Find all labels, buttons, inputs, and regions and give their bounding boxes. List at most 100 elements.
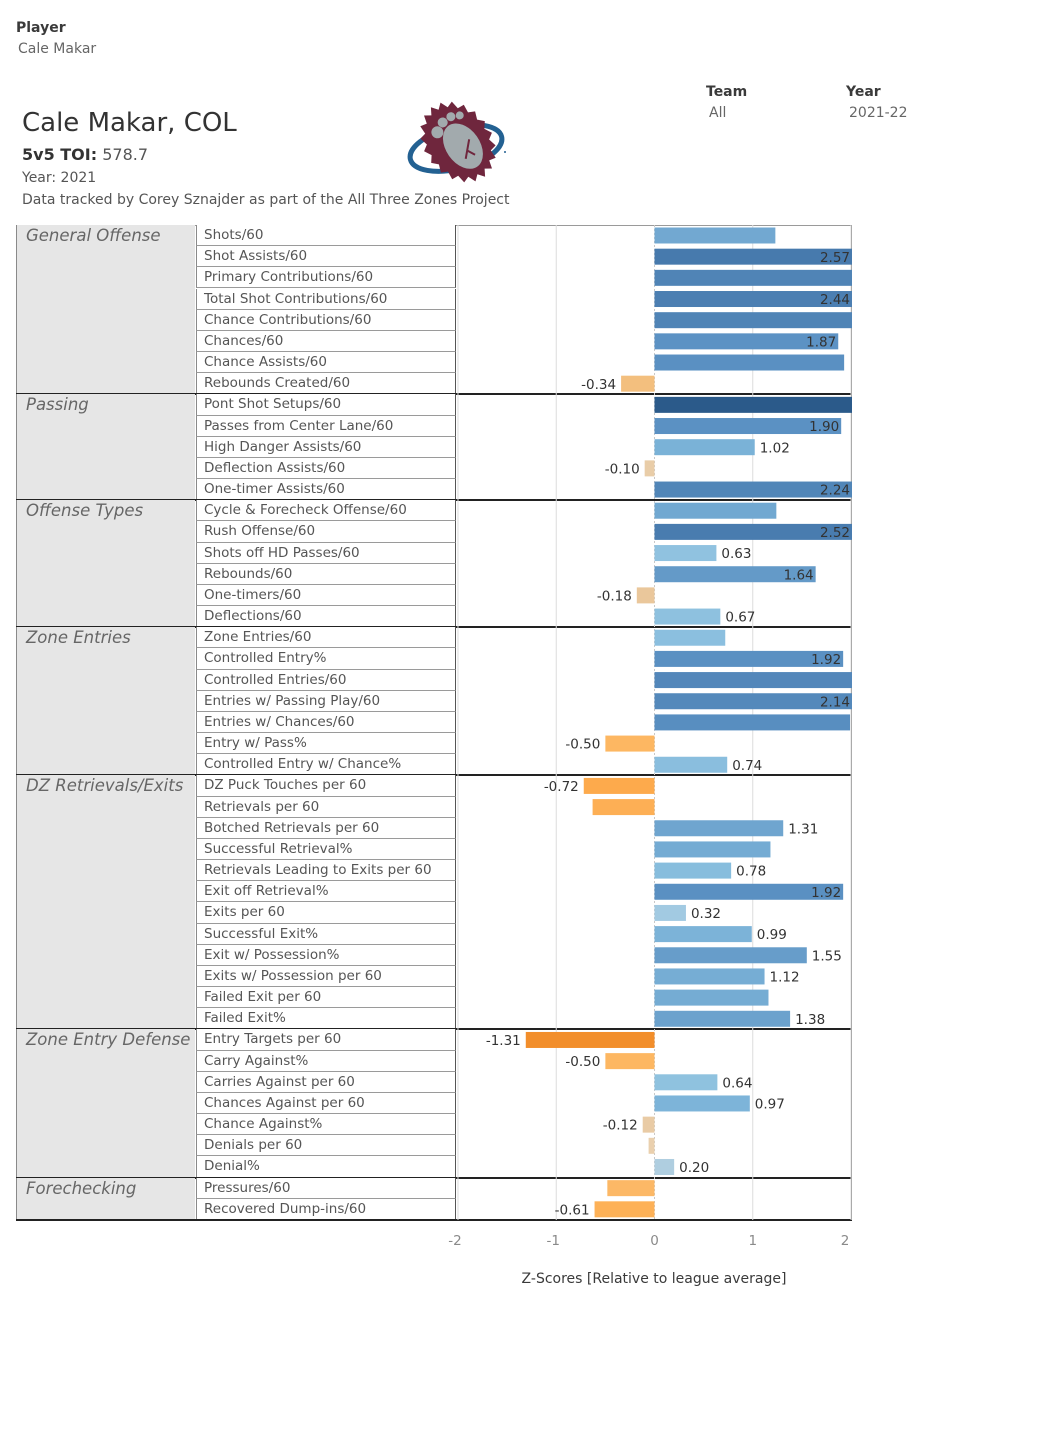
bar[interactable]: [654, 629, 726, 646]
table-row[interactable]: Pont Shot Setups/60: [196, 394, 456, 416]
bar[interactable]: [654, 439, 755, 456]
table-row[interactable]: Entries w/ Chances/60: [196, 711, 456, 734]
bar[interactable]: [654, 1158, 675, 1175]
metric-label: Successful Exit%: [204, 925, 319, 942]
table-row[interactable]: Retrievals per 60: [196, 796, 456, 818]
table-row[interactable]: Rebounds Created/60: [196, 373, 456, 395]
table-row[interactable]: Exits per 60: [196, 902, 456, 924]
bar[interactable]: [654, 693, 853, 710]
bar[interactable]: [654, 523, 853, 540]
table-row[interactable]: Chances Against per 60: [196, 1092, 456, 1115]
table-row[interactable]: Exit w/ Possession%: [196, 944, 456, 966]
table-row[interactable]: Deflection Assists/60: [196, 457, 456, 480]
table-row[interactable]: Cycle & Forecheck Offense/60: [196, 500, 456, 522]
bar[interactable]: [654, 291, 853, 308]
player-filter-value[interactable]: Cale Makar: [18, 41, 97, 57]
bar[interactable]: [654, 714, 851, 731]
table-row[interactable]: High Danger Assists/60: [196, 436, 456, 458]
bar[interactable]: [605, 735, 655, 752]
bar[interactable]: [583, 777, 655, 794]
table-row[interactable]: One-timer Assists/60: [196, 479, 456, 501]
bar[interactable]: [654, 820, 784, 837]
table-row[interactable]: Chance Against%: [196, 1114, 456, 1136]
data-label: -0.18: [597, 588, 632, 604]
bar[interactable]: [592, 799, 655, 816]
table-row[interactable]: Botched Retrievals per 60: [196, 817, 456, 839]
bar[interactable]: [644, 460, 655, 477]
bar[interactable]: [654, 418, 842, 435]
bar[interactable]: [654, 1095, 750, 1112]
bar[interactable]: [642, 1116, 655, 1133]
bar[interactable]: [654, 312, 853, 329]
table-row[interactable]: Entry Targets per 60: [196, 1029, 456, 1051]
table-row[interactable]: Exits w/ Possession per 60: [196, 965, 456, 988]
table-row[interactable]: Successful Retrieval%: [196, 838, 456, 861]
bar[interactable]: [654, 481, 853, 498]
table-row[interactable]: Shots/60: [196, 225, 456, 247]
bar[interactable]: [654, 756, 728, 773]
table-row[interactable]: Chances/60: [196, 330, 456, 352]
table-row[interactable]: Chance Contributions/60: [196, 309, 456, 331]
bar[interactable]: [654, 333, 839, 350]
table-row[interactable]: Zone Entries/60: [196, 627, 456, 649]
team-filter-value[interactable]: All: [709, 105, 727, 121]
bar[interactable]: [654, 650, 844, 667]
table-row[interactable]: Controlled Entry w/ Chance%: [196, 754, 456, 776]
bar[interactable]: [648, 1137, 655, 1154]
bar[interactable]: [654, 968, 765, 985]
bar[interactable]: [525, 1031, 655, 1048]
bar[interactable]: [654, 672, 853, 689]
table-row[interactable]: Chance Assists/60: [196, 352, 456, 374]
table-row[interactable]: Total Shot Contributions/60: [196, 288, 456, 310]
table-row[interactable]: Recovered Dump-ins/60: [196, 1198, 456, 1220]
table-row[interactable]: Shots off HD Passes/60: [196, 542, 456, 564]
bar[interactable]: [654, 502, 777, 519]
data-label: 0.64: [722, 1075, 752, 1091]
table-row[interactable]: Failed Exit%: [196, 1008, 456, 1030]
table-row[interactable]: Shot Assists/60: [196, 246, 456, 268]
bar[interactable]: [636, 587, 655, 604]
table-row[interactable]: Rush Offense/60: [196, 521, 456, 543]
bar[interactable]: [654, 354, 845, 371]
bar[interactable]: [654, 841, 771, 858]
bar[interactable]: [654, 904, 686, 921]
bar[interactable]: [654, 608, 721, 625]
table-row[interactable]: Passes from Center Lane/60: [196, 415, 456, 437]
table-row[interactable]: Primary Contributions/60: [196, 267, 456, 289]
table-row[interactable]: Carries Against per 60: [196, 1071, 456, 1093]
year-filter-value[interactable]: 2021-22: [849, 105, 908, 121]
bar[interactable]: [654, 227, 776, 244]
bar[interactable]: [654, 396, 853, 413]
bar[interactable]: [605, 1053, 655, 1070]
table-row[interactable]: Exit off Retrieval%: [196, 881, 456, 903]
table-row[interactable]: Carry Against%: [196, 1050, 456, 1072]
bar[interactable]: [654, 545, 717, 562]
bar[interactable]: [654, 926, 752, 943]
table-row[interactable]: Denials per 60: [196, 1135, 456, 1157]
bar[interactable]: [654, 566, 816, 583]
bar[interactable]: [654, 1074, 718, 1091]
table-row[interactable]: Retrievals Leading to Exits per 60: [196, 860, 456, 882]
bar[interactable]: [654, 883, 844, 900]
table-row[interactable]: Rebounds/60: [196, 563, 456, 585]
table-row[interactable]: Denial%: [196, 1156, 456, 1178]
table-row[interactable]: Deflections/60: [196, 606, 456, 628]
table-row[interactable]: Successful Exit%: [196, 923, 456, 945]
table-row[interactable]: Pressures/60: [196, 1177, 456, 1199]
table-row[interactable]: One-timers/60: [196, 584, 456, 607]
bar[interactable]: [654, 989, 769, 1006]
table-row[interactable]: Entry w/ Pass%: [196, 733, 456, 755]
table-row[interactable]: Entries w/ Passing Play/60: [196, 690, 456, 712]
bar[interactable]: [607, 1180, 655, 1197]
table-row[interactable]: Failed Exit per 60: [196, 987, 456, 1009]
bar[interactable]: [654, 947, 807, 964]
table-row[interactable]: Controlled Entries/60: [196, 669, 456, 691]
bar[interactable]: [654, 269, 853, 286]
bar[interactable]: [654, 248, 853, 265]
bar[interactable]: [621, 375, 655, 392]
bar[interactable]: [594, 1201, 655, 1218]
table-row[interactable]: Controlled Entry%: [196, 648, 456, 670]
bar[interactable]: [654, 1010, 791, 1027]
table-row[interactable]: DZ Puck Touches per 60: [196, 775, 456, 797]
bar[interactable]: [654, 862, 732, 879]
